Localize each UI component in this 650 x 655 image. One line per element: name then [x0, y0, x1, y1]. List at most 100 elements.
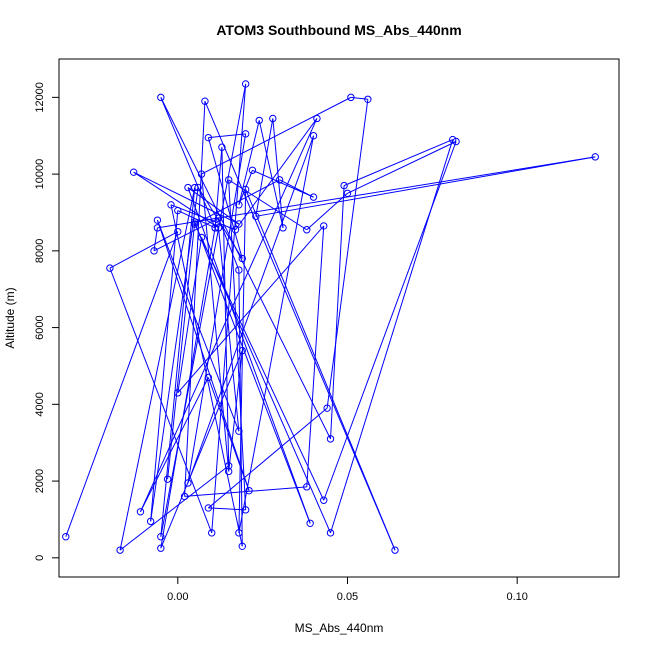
data-point — [320, 222, 328, 230]
y-axis-label: Altitude (m) — [3, 287, 17, 348]
data-point — [326, 435, 335, 443]
data-point — [218, 143, 226, 151]
series-lines — [65, 83, 596, 551]
data-point — [129, 168, 138, 176]
plot-frame — [58, 58, 620, 578]
x-axis: 0.00 0.05 0.10 — [167, 577, 528, 603]
data-point — [214, 214, 223, 222]
series-segment — [156, 219, 250, 491]
y-tick-label: 10000 — [34, 159, 46, 190]
data-point — [235, 266, 243, 274]
y-tick-label: 6000 — [34, 315, 46, 339]
data-point — [174, 389, 182, 397]
series-segment — [153, 227, 158, 251]
series-segment — [347, 141, 457, 194]
series-segment — [157, 156, 596, 229]
series-segment — [160, 227, 216, 549]
series-segment — [245, 189, 396, 551]
series-segment — [187, 135, 315, 484]
data-point — [157, 544, 165, 552]
data-point — [106, 264, 114, 272]
data-point — [320, 496, 328, 504]
data-point — [347, 93, 355, 102]
series-segment — [201, 96, 352, 175]
series-segment — [170, 204, 243, 547]
data-point — [238, 254, 246, 263]
series-segment — [140, 377, 209, 512]
data-point — [248, 166, 257, 174]
y-tick-label: 8000 — [34, 239, 46, 263]
data-point — [191, 220, 199, 228]
series-segment — [160, 97, 216, 229]
y-tick-label: 0 — [34, 555, 46, 561]
data-point — [224, 467, 233, 476]
series-segment — [208, 507, 246, 511]
x-tick-label: 0.00 — [167, 591, 188, 603]
y-axis: 0 2000 4000 6000 8000 10000 12000 — [34, 82, 59, 561]
series-segment — [272, 118, 284, 228]
series-segment — [160, 83, 247, 537]
chart-title: ATOM3 Southbound MS_Abs_440nm — [216, 22, 461, 38]
data-point — [591, 153, 599, 161]
data-point — [150, 247, 158, 255]
series-segment — [194, 223, 325, 501]
series-segment — [221, 147, 230, 466]
series-segment — [160, 187, 196, 537]
y-tick-label: 4000 — [34, 392, 46, 416]
data-point — [153, 216, 162, 224]
data-point — [197, 233, 206, 242]
data-point — [174, 227, 182, 236]
data-point — [452, 137, 460, 146]
series-segment — [208, 133, 246, 139]
y-tick-label: 2000 — [34, 469, 46, 493]
data-point — [391, 546, 399, 554]
data-point — [204, 133, 213, 142]
data-point — [340, 181, 348, 190]
series-segment — [306, 192, 348, 231]
series-segment — [228, 179, 308, 231]
data-point — [208, 529, 216, 537]
series-segment — [160, 350, 243, 549]
data-point — [303, 226, 311, 234]
data-point — [116, 546, 124, 554]
series-segment — [238, 270, 243, 547]
data-point — [245, 486, 253, 495]
data-point — [364, 95, 372, 103]
series-segment — [204, 101, 396, 551]
series-segment — [235, 118, 318, 231]
data-point — [167, 201, 175, 209]
data-point — [153, 224, 162, 232]
series-segment — [238, 135, 315, 533]
series-segment — [119, 465, 230, 551]
data-point — [184, 183, 192, 192]
data-point — [224, 176, 233, 184]
data-point — [197, 170, 206, 178]
data-point — [214, 224, 223, 232]
series-segment — [258, 120, 284, 228]
series-segment — [119, 187, 196, 551]
series-segment — [343, 139, 453, 187]
data-point — [194, 183, 202, 192]
series-segment — [211, 83, 247, 533]
data-point — [241, 80, 250, 88]
series-segment — [133, 171, 240, 225]
data-point — [201, 97, 209, 105]
series-segment — [326, 99, 369, 409]
series-segment — [214, 147, 223, 228]
series-segment — [139, 118, 318, 512]
data-point — [279, 224, 287, 232]
data-point — [241, 506, 250, 514]
data-point — [235, 220, 243, 228]
data-point — [235, 529, 243, 537]
x-tick-label: 0.10 — [506, 591, 527, 603]
data-point — [180, 492, 189, 501]
data-point — [323, 404, 331, 412]
data-point — [204, 504, 213, 512]
data-point — [269, 114, 277, 123]
data-point — [235, 427, 243, 435]
series-segment — [156, 219, 240, 432]
series-segment — [218, 227, 240, 432]
data-point — [211, 224, 219, 232]
series-segment — [187, 133, 247, 484]
